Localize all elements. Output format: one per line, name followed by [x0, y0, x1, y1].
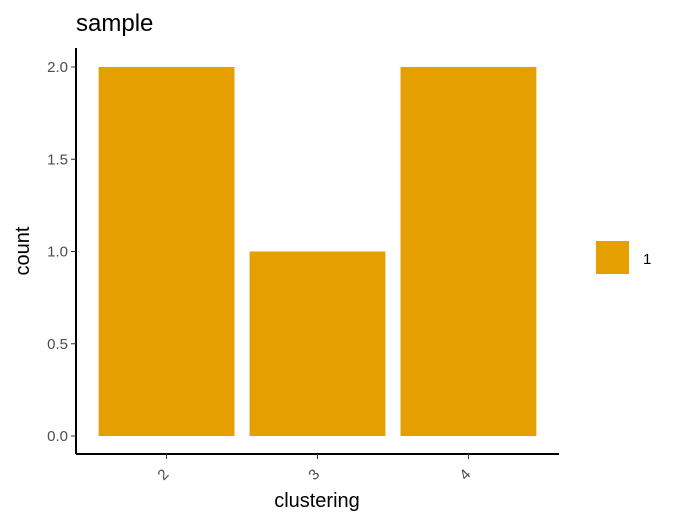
- x-tick-label-3: 3: [305, 466, 323, 484]
- bar-3: [249, 251, 386, 436]
- bar-2: [98, 67, 235, 436]
- legend-label: 1: [643, 251, 651, 268]
- chart-title: sample: [76, 10, 153, 37]
- legend: 1: [596, 241, 651, 274]
- y-tick-label-1: 0.5: [47, 336, 68, 353]
- x-axis-title: clustering: [274, 490, 360, 512]
- x-tick-label-4: 4: [456, 466, 474, 484]
- legend-swatch: [596, 241, 629, 274]
- x-tick-label-2: 2: [154, 466, 172, 484]
- y-tick-label-0: 0.0: [47, 428, 68, 445]
- bar-4: [400, 67, 537, 436]
- plot-area: 0.0 0.5 1.0 1.5 2.0 2 3 4: [47, 48, 559, 484]
- y-tick-label-4: 2.0: [47, 59, 68, 76]
- y-tick-label-3: 1.5: [47, 151, 68, 168]
- y-axis-title: count: [12, 226, 34, 275]
- y-tick-label-2: 1.0: [47, 244, 68, 261]
